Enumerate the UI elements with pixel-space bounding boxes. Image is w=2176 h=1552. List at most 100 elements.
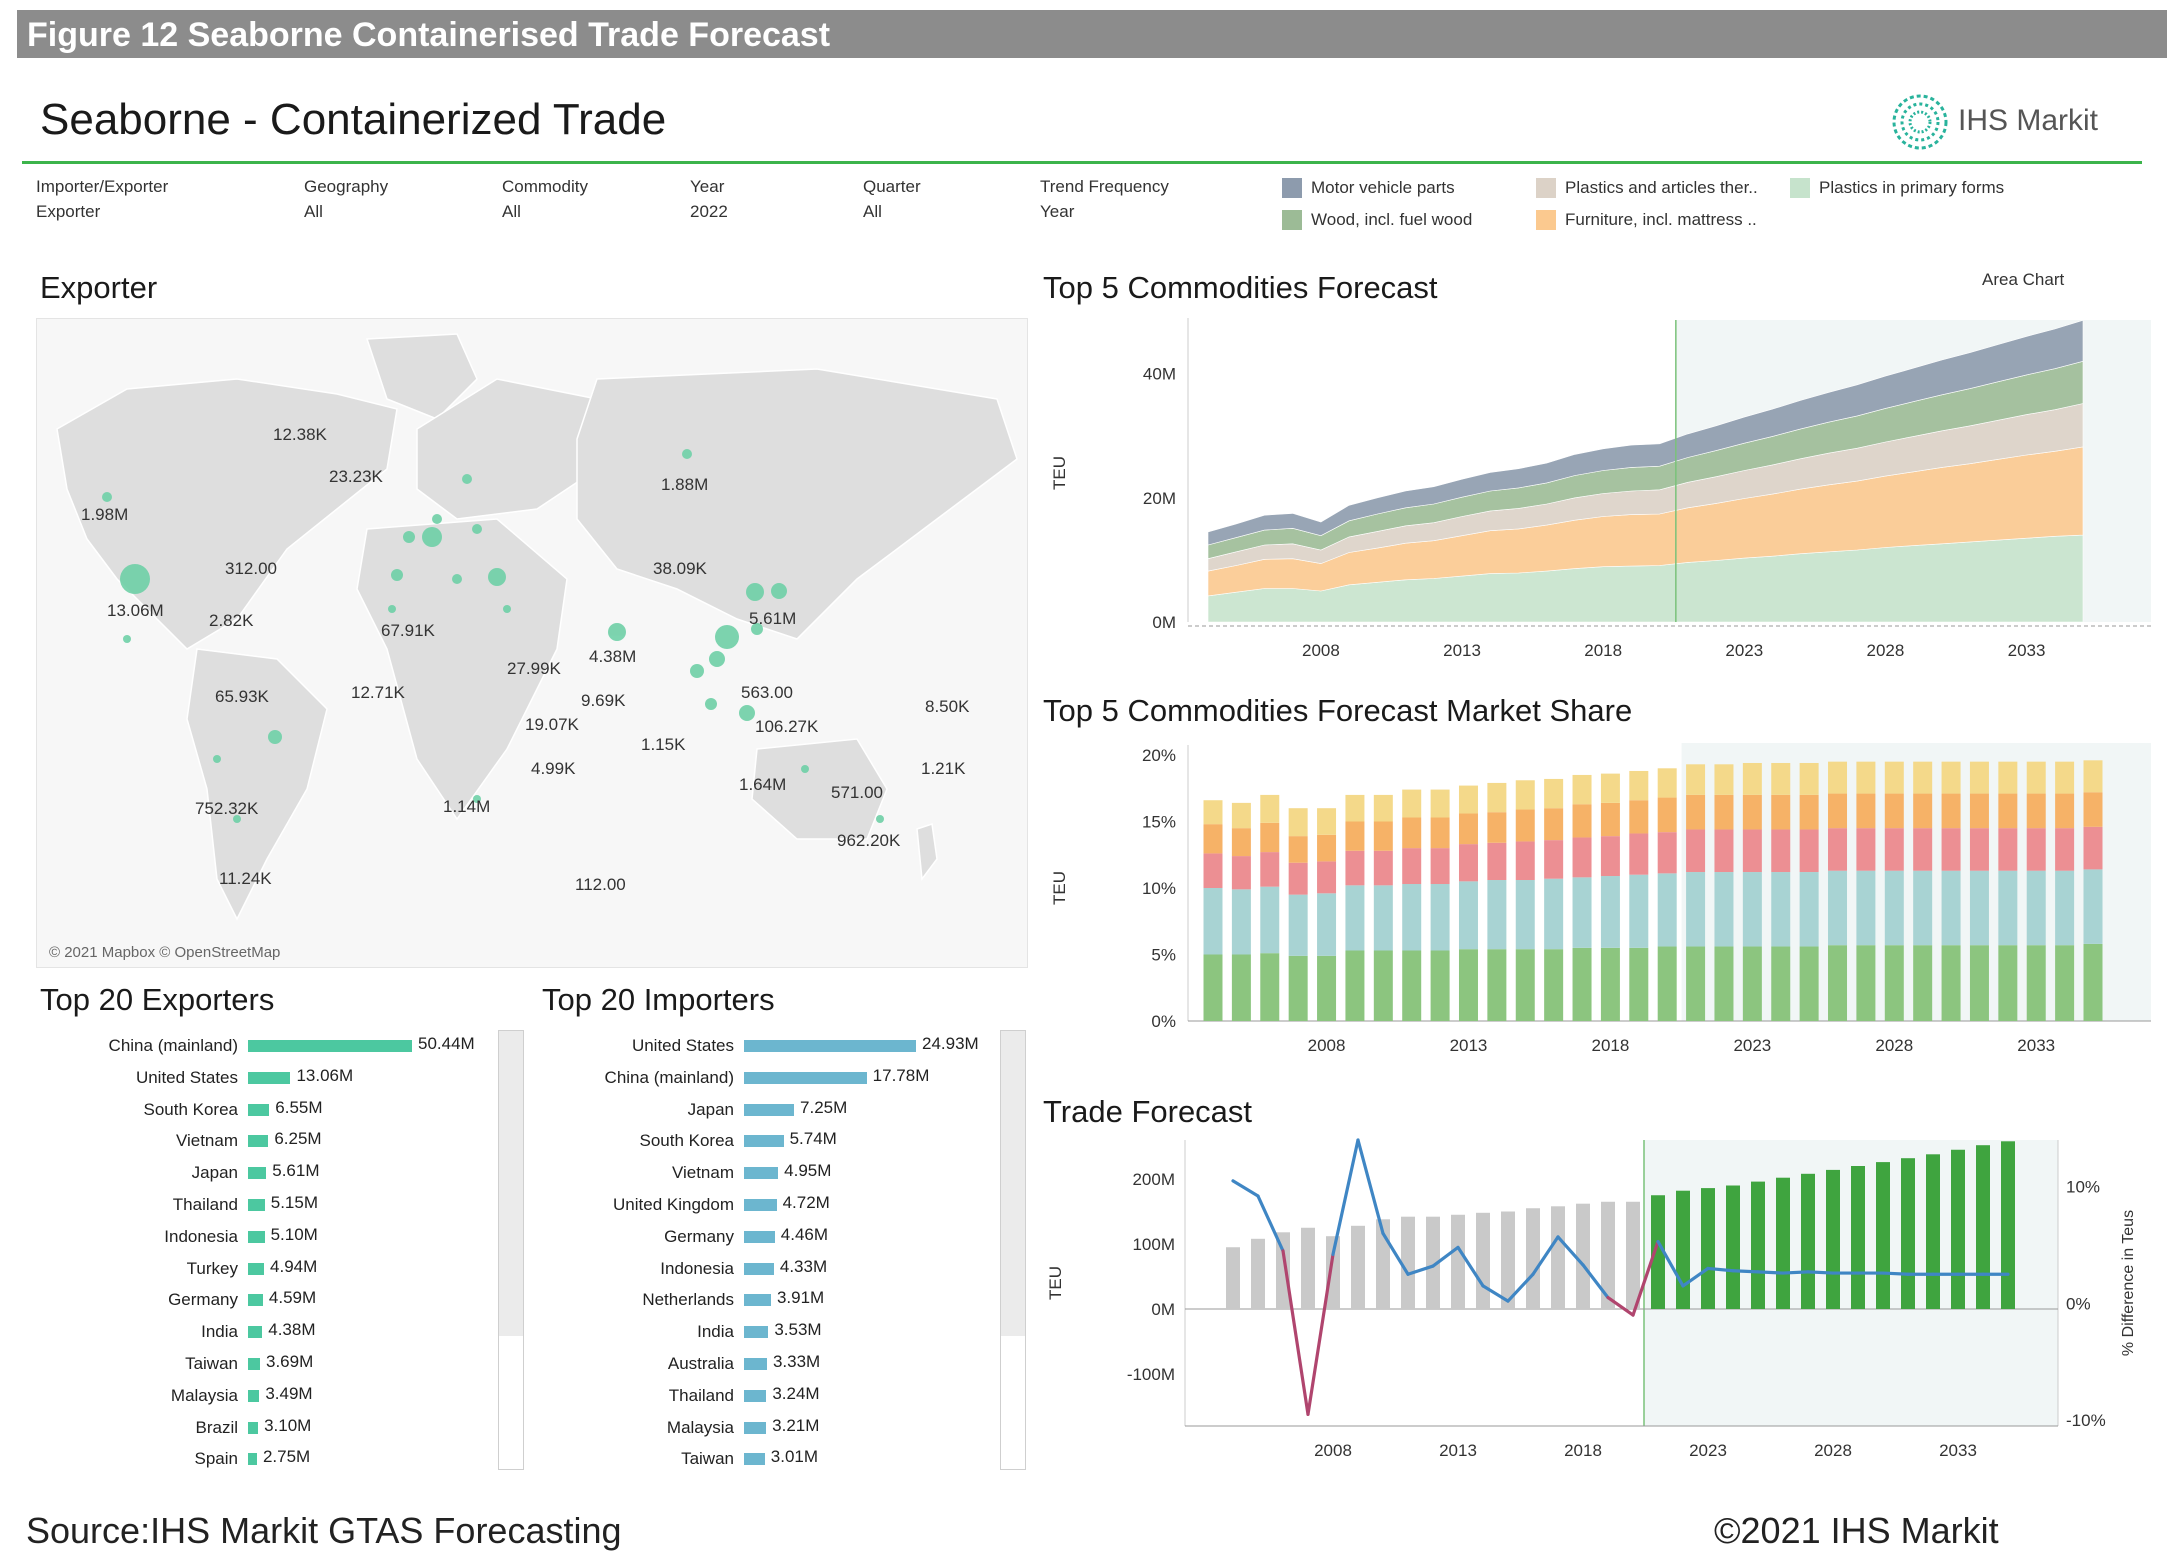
- stacked-bar-segment[interactable]: [1884, 793, 1904, 829]
- stacked-bar-segment[interactable]: [1600, 876, 1620, 948]
- stacked-bar-segment[interactable]: [2026, 945, 2046, 1021]
- stacked-bar-segment[interactable]: [1941, 870, 1961, 946]
- bar[interactable]: [248, 1326, 263, 1339]
- stacked-bar-segment[interactable]: [1231, 889, 1251, 955]
- stacked-bar-segment[interactable]: [2055, 870, 2075, 946]
- pct-change-line-segment[interactable]: [1381, 1231, 1410, 1276]
- stacked-bar-segment[interactable]: [2055, 793, 2075, 829]
- stacked-bar-segment[interactable]: [1686, 872, 1706, 947]
- stacked-bar-segment[interactable]: [1458, 813, 1478, 845]
- bar[interactable]: [744, 1453, 765, 1466]
- stacked-bar-segment[interactable]: [1941, 793, 1961, 829]
- stacked-bar-segment[interactable]: [1600, 947, 1620, 1021]
- stacked-bar-segment[interactable]: [1998, 828, 2018, 871]
- bar[interactable]: [744, 1135, 784, 1148]
- stacked-bar-segment[interactable]: [1373, 821, 1393, 851]
- stacked-bar-segment[interactable]: [1515, 809, 1535, 842]
- pct-change-line-segment[interactable]: [1531, 1235, 1560, 1276]
- stacked-bar-segment[interactable]: [1913, 828, 1933, 871]
- stacked-bar-segment[interactable]: [2026, 828, 2046, 871]
- stacked-bar-segment[interactable]: [1828, 870, 1848, 946]
- stacked-bar-segment[interactable]: [1430, 950, 1450, 1021]
- stacked-bar-segment[interactable]: [1600, 773, 1620, 803]
- legend-item-motor-vehicle-parts[interactable]: Motor vehicle parts: [1282, 178, 1455, 198]
- stacked-bar-segment[interactable]: [2083, 943, 2103, 1021]
- stacked-bar-segment[interactable]: [1572, 774, 1592, 805]
- stacked-bar-segment[interactable]: [1288, 894, 1308, 956]
- stacked-bar-segment[interactable]: [1771, 872, 1791, 947]
- importers-scrollbar[interactable]: [1000, 1030, 1026, 1470]
- stacked-bar-segment[interactable]: [1345, 885, 1365, 951]
- stacked-bar-segment[interactable]: [1345, 950, 1365, 1021]
- stacked-bar-segment[interactable]: [1515, 949, 1535, 1021]
- legend-item-wood[interactable]: Wood, incl. fuel wood: [1282, 210, 1472, 230]
- stacked-bar-segment[interactable]: [1288, 808, 1308, 837]
- bar[interactable]: [248, 1389, 260, 1402]
- stacked-bar-segment[interactable]: [1742, 829, 1762, 873]
- stacked-bar-segment[interactable]: [1828, 828, 1848, 871]
- pct-change-line-segment[interactable]: [1256, 1194, 1285, 1253]
- stacked-bar-segment[interactable]: [1913, 761, 1933, 794]
- stacked-bar-segment[interactable]: [1544, 949, 1564, 1021]
- filter-geography[interactable]: Geography All: [304, 174, 388, 224]
- trade-bar[interactable]: [1426, 1216, 1440, 1309]
- bar[interactable]: [744, 1230, 775, 1243]
- pct-change-line-segment[interactable]: [1806, 1270, 1835, 1275]
- stacked-bar-segment[interactable]: [1799, 794, 1819, 830]
- stacked-bar-segment[interactable]: [1686, 946, 1706, 1021]
- trade-bar[interactable]: [1251, 1238, 1265, 1309]
- stacked-bar-segment[interactable]: [1629, 947, 1649, 1021]
- filter-trend-frequency[interactable]: Trend Frequency Year: [1040, 174, 1169, 224]
- stacked-bar-segment[interactable]: [1487, 880, 1507, 950]
- stacked-bar-segment[interactable]: [1515, 841, 1535, 881]
- stacked-bar-segment[interactable]: [1317, 955, 1337, 1021]
- trade-bar[interactable]: [1651, 1195, 1665, 1309]
- stacked-bar-segment[interactable]: [1969, 761, 1989, 794]
- stacked-bar-segment[interactable]: [1402, 817, 1422, 849]
- stacked-bar-segment[interactable]: [1998, 793, 2018, 829]
- bar[interactable]: [744, 1389, 767, 1402]
- stacked-bar-segment[interactable]: [1345, 850, 1365, 886]
- stacked-bar-segment[interactable]: [1828, 761, 1848, 794]
- trade-bar[interactable]: [1751, 1181, 1765, 1309]
- stacked-bar-segment[interactable]: [1458, 785, 1478, 814]
- stacked-bar-segment[interactable]: [1430, 884, 1450, 951]
- stacked-bar-segment[interactable]: [1430, 848, 1450, 885]
- stacked-bar-segment[interactable]: [1288, 836, 1308, 863]
- pct-change-line-segment[interactable]: [1881, 1271, 1910, 1276]
- stacked-bar-segment[interactable]: [1884, 761, 1904, 794]
- stacked-bar-segment[interactable]: [1913, 945, 1933, 1021]
- stacked-bar-segment[interactable]: [1714, 794, 1734, 830]
- stacked-bar-segment[interactable]: [1884, 870, 1904, 946]
- filter-quarter[interactable]: Quarter All: [863, 174, 921, 224]
- stacked-bar-segment[interactable]: [1231, 802, 1251, 829]
- stacked-bar-segment[interactable]: [1402, 789, 1422, 818]
- area-series[interactable]: [1207, 319, 2084, 546]
- stacked-bar-segment[interactable]: [1515, 780, 1535, 810]
- stacked-bar-segment[interactable]: [1998, 870, 2018, 946]
- trade-bar[interactable]: [1226, 1247, 1240, 1309]
- stacked-bar-segment[interactable]: [1402, 848, 1422, 885]
- stacked-bar-segment[interactable]: [1231, 856, 1251, 890]
- stacked-bar-segment[interactable]: [1345, 794, 1365, 822]
- bar[interactable]: [744, 1199, 777, 1211]
- stacked-bar-segment[interactable]: [1345, 821, 1365, 851]
- filter-importer-exporter[interactable]: Importer/Exporter Exporter: [36, 174, 168, 224]
- stacked-bar-segment[interactable]: [1714, 764, 1734, 795]
- pct-change-line-segment[interactable]: [1606, 1295, 1635, 1317]
- pct-change-line-segment[interactable]: [1231, 1179, 1260, 1198]
- trade-bar[interactable]: [1451, 1214, 1465, 1309]
- bar[interactable]: [744, 1294, 771, 1307]
- stacked-bar-segment[interactable]: [1458, 881, 1478, 950]
- stacked-bar-segment[interactable]: [1572, 837, 1592, 878]
- pct-change-line-segment[interactable]: [1406, 1264, 1435, 1276]
- stacked-bar-segment[interactable]: [1969, 945, 1989, 1021]
- stacked-bar-segment[interactable]: [1203, 954, 1223, 1022]
- stacked-bar-segment[interactable]: [1231, 828, 1251, 857]
- stacked-bar-segment[interactable]: [1572, 947, 1592, 1021]
- filter-year[interactable]: Year 2022: [690, 174, 728, 224]
- bar[interactable]: [744, 1326, 769, 1339]
- stacked-bar-segment[interactable]: [1317, 834, 1337, 862]
- stacked-bar-segment[interactable]: [1260, 852, 1280, 887]
- trade-bar[interactable]: [1501, 1211, 1515, 1310]
